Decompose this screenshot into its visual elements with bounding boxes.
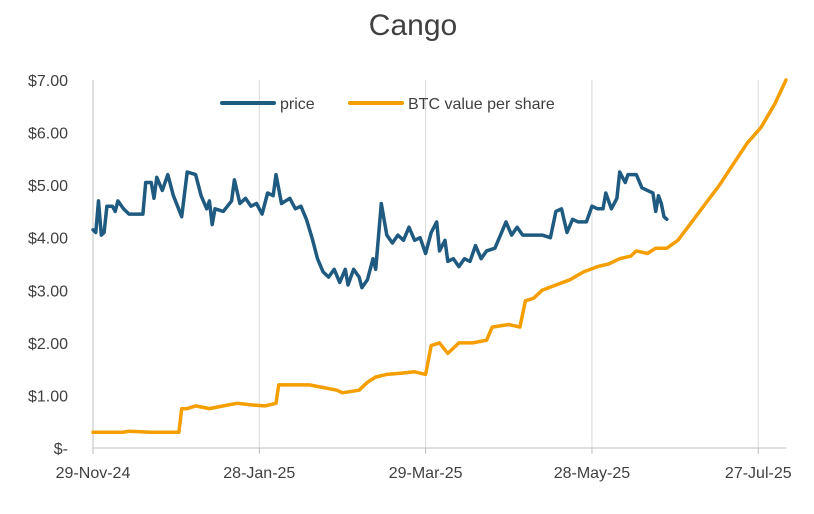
- y-tick-label: $4.00: [28, 231, 68, 248]
- legend: price BTC value per share: [220, 96, 555, 113]
- gridlines: [92, 80, 759, 448]
- series: [91, 78, 788, 434]
- legend-label: BTC value per share: [408, 96, 555, 113]
- y-tick-label: $3.00: [28, 283, 68, 300]
- series-line-btc-value-per-share: [91, 78, 788, 434]
- y-tick-label: $5.00: [28, 178, 68, 195]
- x-tick-label: 27-Jul-25: [725, 465, 792, 482]
- y-tick-label: $7.00: [28, 73, 68, 90]
- y-tick-label: $1.00: [28, 388, 68, 405]
- series-line-price: [91, 170, 669, 290]
- axes: 29-Nov-24 28-Jan-25 29-Mar-25 28-May-25 27-J…: [28, 73, 792, 482]
- y-tick-label: $-: [54, 441, 68, 458]
- y-tick-label: $6.00: [28, 126, 68, 143]
- legend-item-btc-value-per-share: BTC value per share: [348, 96, 555, 113]
- x-tick-label: 29-Mar-25: [389, 465, 463, 482]
- x-tick-label: 28-Jan-25: [223, 465, 295, 482]
- y-tick-label: $2.00: [28, 336, 68, 353]
- x-tick-label: 28-May-25: [554, 465, 631, 482]
- legend-item-price: price: [220, 96, 315, 113]
- legend-label: price: [280, 96, 315, 113]
- x-tick-label: 29-Nov-24: [56, 465, 131, 482]
- chart-title: Cango: [369, 9, 457, 42]
